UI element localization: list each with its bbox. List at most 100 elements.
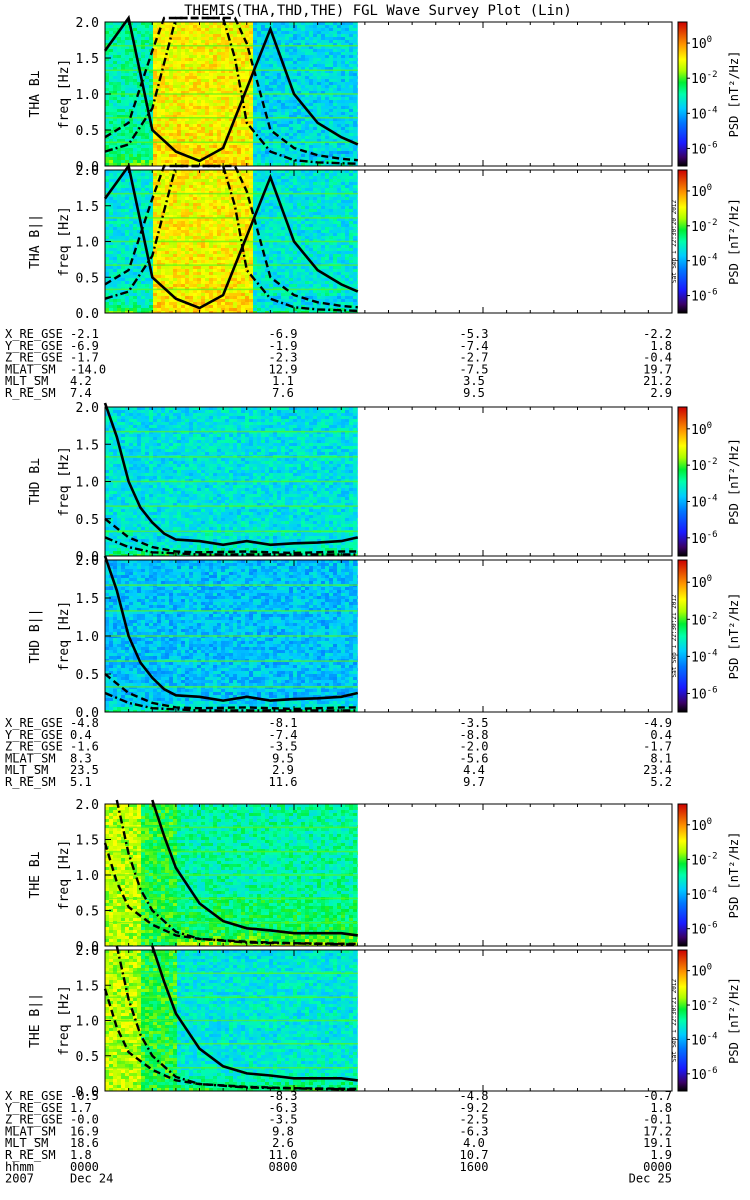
ephemeris-value: -7.5 [460,362,489,376]
colorbar-tick-label: 10-6 [691,685,718,702]
ephemeris-value: -2.5 [460,1113,489,1127]
ephemeris-value: -8.1 [269,716,298,730]
y-tick-label: 1.5 [76,834,99,849]
ephemeris-value: 9.5 [463,386,485,400]
ephemeris-label: MLT_SM [5,763,48,777]
colorbar-tick-label: 10-2 [691,611,718,628]
ephemeris-value: 1.7 [70,1101,92,1115]
ephemeris-value: -3.5 [460,716,489,730]
ephemeris-value: 19.7 [643,362,672,376]
curve-solid [151,799,358,937]
colorbar-tick-label: 10-6 [691,530,718,547]
ephemeris-value: -2.3 [269,351,298,365]
ephemeris-label: MLAT_SM [5,362,56,376]
spectrogram-panel: 0.0 0.5 1.0 1.5 2.0 freq [Hz] THE B⊥ 100 10-2 10-… [28,798,741,955]
ephemeris-value: 9.5 [272,751,294,765]
ephemeris-value: 1.1 [272,374,294,388]
ephemeris-value: 9.8 [272,1124,294,1138]
colorbar-label: PSD [nT²/Hz] [727,198,741,285]
colorbar [677,803,688,947]
ephemeris-value: 2.9 [272,763,294,777]
y-tick-label: 0.0 [76,706,99,721]
ephemeris-value: 7.6 [272,386,294,400]
ephemeris-value: -3.5 [269,1113,298,1127]
curve-dashed [104,164,358,309]
colorbar [677,406,688,557]
curve-solid [103,14,359,163]
ephemeris-label: R_RE_SM [5,775,56,789]
y-axis-unit: freq [Hz] [57,840,72,910]
y-tick-label: 1.5 [76,438,99,453]
ephemeris-label: X_RE_GSE [5,716,63,730]
panel-label: THA B|| [28,214,43,269]
colorbar-label: PSD [nT²/Hz] [727,977,741,1064]
ephemeris-value: -6.3 [269,1101,298,1115]
y-tick-label: 1.5 [76,52,99,67]
ephemeris-value: 2.6 [272,1136,294,1150]
ephemeris-value: 21.2 [643,374,672,388]
y-tick-label: 2.0 [76,554,99,569]
ephemeris-value: 8.1 [650,751,672,765]
spectrogram-panel: 0.0 0.5 1.0 1.5 2.0 freq [Hz] THD B⊥ 100 10-2 10-… [28,401,741,565]
colorbar [677,169,688,314]
ephemeris-value: 0000 [643,1160,672,1174]
ephemeris-label: MLAT_SM [5,751,56,765]
ephemeris-value: 3.5 [463,374,485,388]
ephemeris-value: 0.4 [650,728,672,742]
colorbar-tick-label: 10-6 [691,921,718,938]
ephemeris-label: Z_RE_GSE [5,1113,63,1127]
curve-solid [103,162,359,310]
ephemeris-value: -6.9 [269,327,298,341]
ephemeris-value: 19.1 [643,1136,672,1150]
ephemeris-block: X_RE_GSE -2.1 -6.9 -5.3 -2.2Y_RE_GSE -6.9 -1.9… [5,327,672,400]
ephemeris-value: 10.7 [460,1148,489,1162]
spectrogram-cells [105,950,358,1091]
spectrogram-panel: 0.0 0.5 1.0 1.5 2.0 freq [Hz] THD B|| 100 10-2 10… [28,554,741,721]
y-tick-label: 1.5 [76,592,99,607]
ephemeris-label: Y_RE_GSE [5,1101,63,1115]
ephemeris-value: -5.3 [460,327,489,341]
ephemeris-value: 5.1 [70,775,92,789]
y-tick-label: 1.0 [76,88,99,103]
ephemeris-value: -2.1 [70,327,99,341]
colorbar-tick-label: 10-4 [691,493,718,510]
y-tick-label: 0.0 [76,160,99,175]
curve-dashed [104,517,358,555]
date-start: Dec 24 [70,1172,113,1186]
ephemeris-value: -3.5 [269,740,298,754]
curve-dashdot [104,16,358,165]
ephemeris-value: 12.9 [269,362,298,376]
colorbar-tick-label: 10-6 [691,1066,718,1083]
ephemeris-value: -6.9 [70,339,99,353]
ephemeris-label: X_RE_GSE [5,1089,63,1103]
ephemeris-value: 1.8 [650,339,672,353]
ephemeris-label: Z_RE_GSE [5,740,63,754]
ephemeris-value: 11.0 [269,1148,298,1162]
ephemeris-value: 7.4 [70,386,92,400]
y-tick-label: 0.5 [76,513,99,528]
y-tick-label: 0.0 [76,307,99,322]
colorbar-label: PSD [nT²/Hz] [727,51,741,138]
ephemeris-value: -0.5 [70,1089,99,1103]
ephemeris-value: -2.7 [460,351,489,365]
y-tick-label: 0.5 [76,668,99,683]
ephemeris-value: 0800 [269,1160,298,1174]
ephemeris-label: R_RE_SM [5,386,56,400]
date-year: 2007 [5,1172,34,1186]
date-end: Dec 25 [629,1172,672,1186]
colorbar-tick-label: 10-4 [691,648,718,665]
y-tick-label: 2.0 [76,401,99,416]
ephemeris-value: 17.2 [643,1124,672,1138]
ephemeris-value: 1.8 [650,1101,672,1115]
ephemeris-label: Y_RE_GSE [5,339,63,353]
ephemeris-value: -4.8 [460,1089,489,1103]
colorbar [677,21,688,167]
ephemeris-value: -7.4 [269,728,298,742]
ephemeris-value: -14.0 [70,362,106,376]
y-tick-label: 2.0 [76,798,99,813]
ephemeris-value: 1.9 [650,1148,672,1162]
ephemeris-value: -0.1 [643,1113,672,1127]
ephemeris-value: 0000 [70,1160,99,1174]
ephemeris-label: MLAT_SM [5,1124,56,1138]
ephemeris-label: hhmm [5,1160,34,1174]
